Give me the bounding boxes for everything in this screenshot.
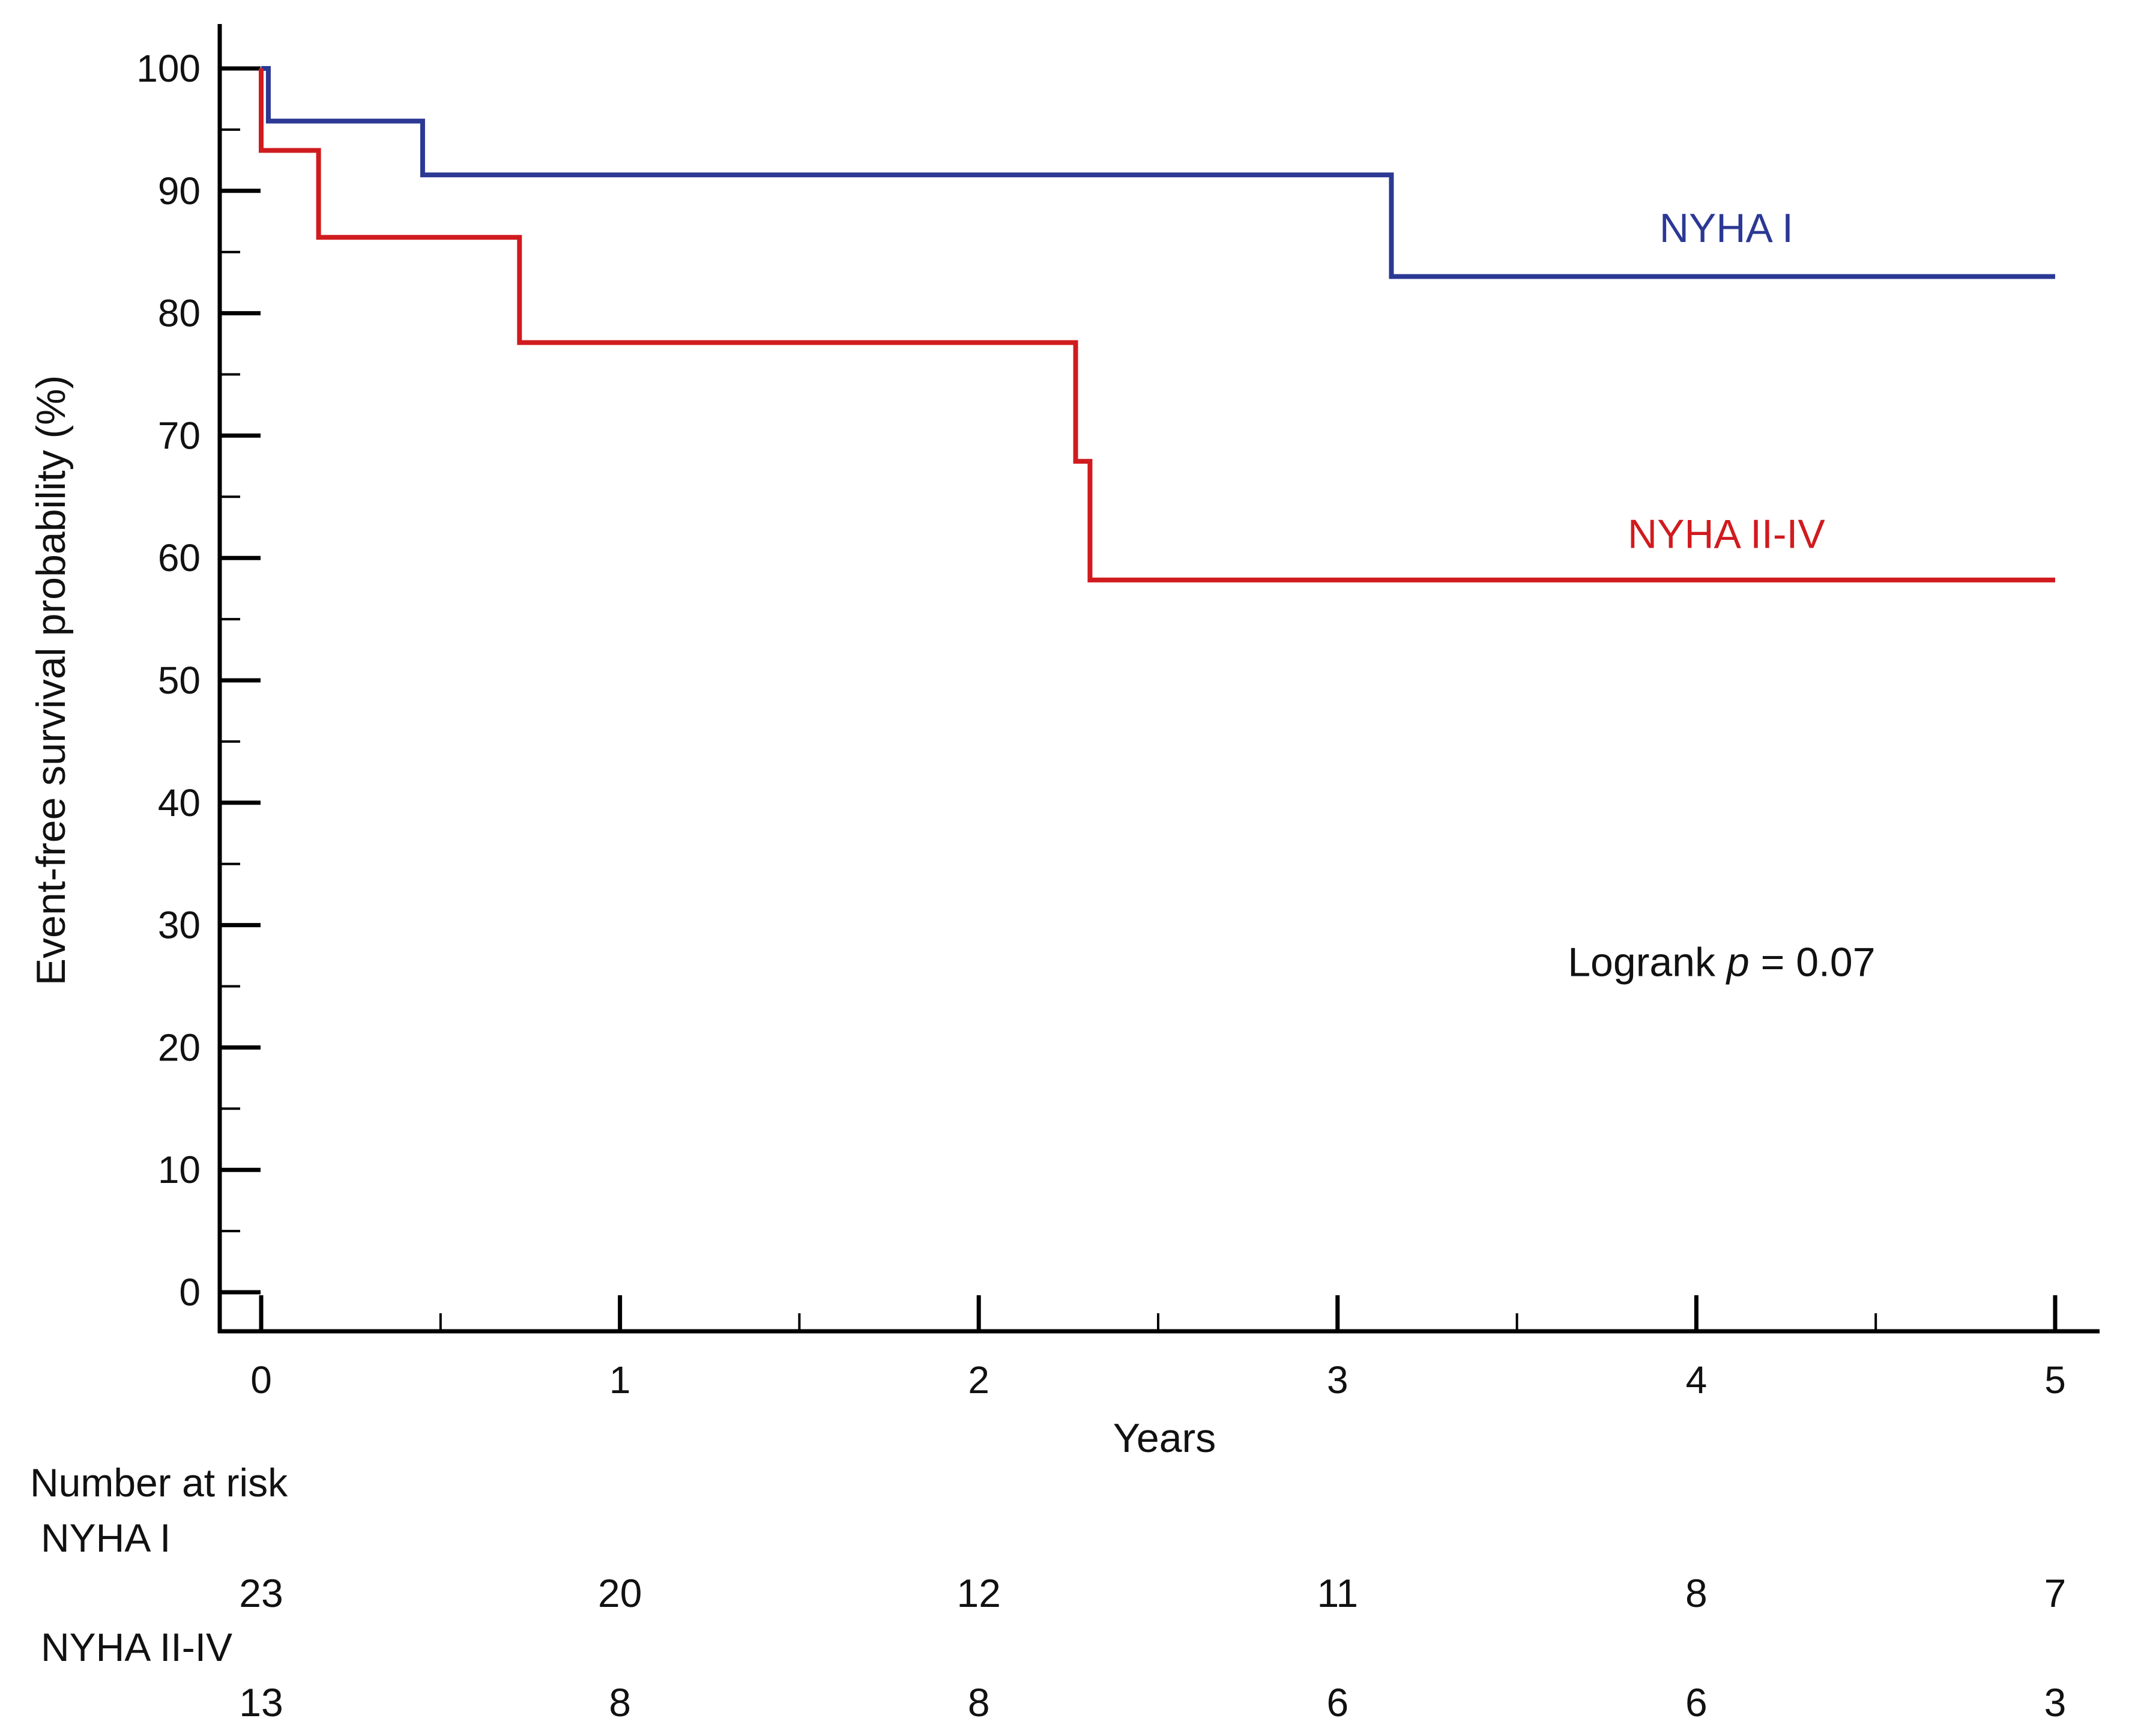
risk-value: 12	[956, 1571, 1000, 1615]
annotation-suffix: = 0.07	[1750, 940, 1876, 985]
chart-labels: Event-free survival probability (%) Year…	[28, 205, 1876, 1461]
annotation-prefix: Logrank	[1568, 940, 1727, 985]
risk-value: 8	[1685, 1571, 1708, 1615]
risk-row-label: NYHA II-IV	[41, 1625, 232, 1669]
y-tick-label: 100	[136, 47, 201, 90]
risk-value: 20	[598, 1571, 642, 1615]
risk-table-heading: Number at risk	[30, 1460, 288, 1505]
survival-curve-nyha-ii-iv	[259, 68, 2055, 582]
y-tick-label: 60	[158, 536, 201, 579]
risk-value: 11	[1317, 1571, 1359, 1615]
x-tick-label: 3	[1327, 1358, 1348, 1402]
y-tick-label: 90	[158, 169, 201, 213]
survival-curve-nyha-i	[261, 66, 2055, 279]
x-tick-label: 5	[2044, 1358, 2066, 1402]
logrank-annotation: Logrank p = 0.07	[1568, 940, 1875, 985]
x-tick-label: 4	[1686, 1358, 1708, 1402]
y-tick-label: 80	[158, 292, 201, 335]
y-axis-label: Event-free survival probability (%)	[28, 375, 74, 986]
axes: 0 10 20 30 40 50 60 70 80 90 100 0 1 2 3 4 5	[136, 24, 2100, 1402]
y-tick-label: 0	[179, 1271, 201, 1314]
risk-value: 3	[2044, 1680, 2067, 1725]
y-tick-label: 30	[158, 904, 201, 947]
risk-value: 8	[968, 1680, 990, 1725]
y-tick-label: 50	[158, 659, 201, 702]
x-axis-label: Years	[1113, 1415, 1216, 1461]
x-tick-label: 1	[609, 1358, 631, 1402]
risk-value: 13	[239, 1680, 283, 1725]
risk-value: 23	[239, 1571, 283, 1615]
risk-value: 6	[1326, 1680, 1348, 1725]
x-tick-label: 2	[968, 1358, 989, 1402]
risk-value: 7	[2044, 1571, 2067, 1615]
number-at-risk-table: Number at risk NYHA I 23 20 12 11 8 7 NYHA II-I…	[30, 1460, 2066, 1725]
y-tick-label: 70	[158, 414, 201, 457]
y-tick-label: 40	[158, 781, 201, 824]
risk-row-label: NYHA I	[41, 1516, 171, 1560]
series-label-nyha-i: NYHA I	[1659, 205, 1793, 251]
survival-curves	[259, 66, 2055, 582]
series-label-nyha-ii-iv: NYHA II-IV	[1628, 511, 1825, 557]
risk-value: 8	[609, 1680, 631, 1725]
x-tick-label: 0	[250, 1358, 272, 1402]
y-tick-label: 10	[158, 1148, 201, 1191]
risk-value: 6	[1685, 1680, 1708, 1725]
y-tick-label: 20	[158, 1026, 201, 1069]
annotation-p: p	[1726, 940, 1750, 985]
